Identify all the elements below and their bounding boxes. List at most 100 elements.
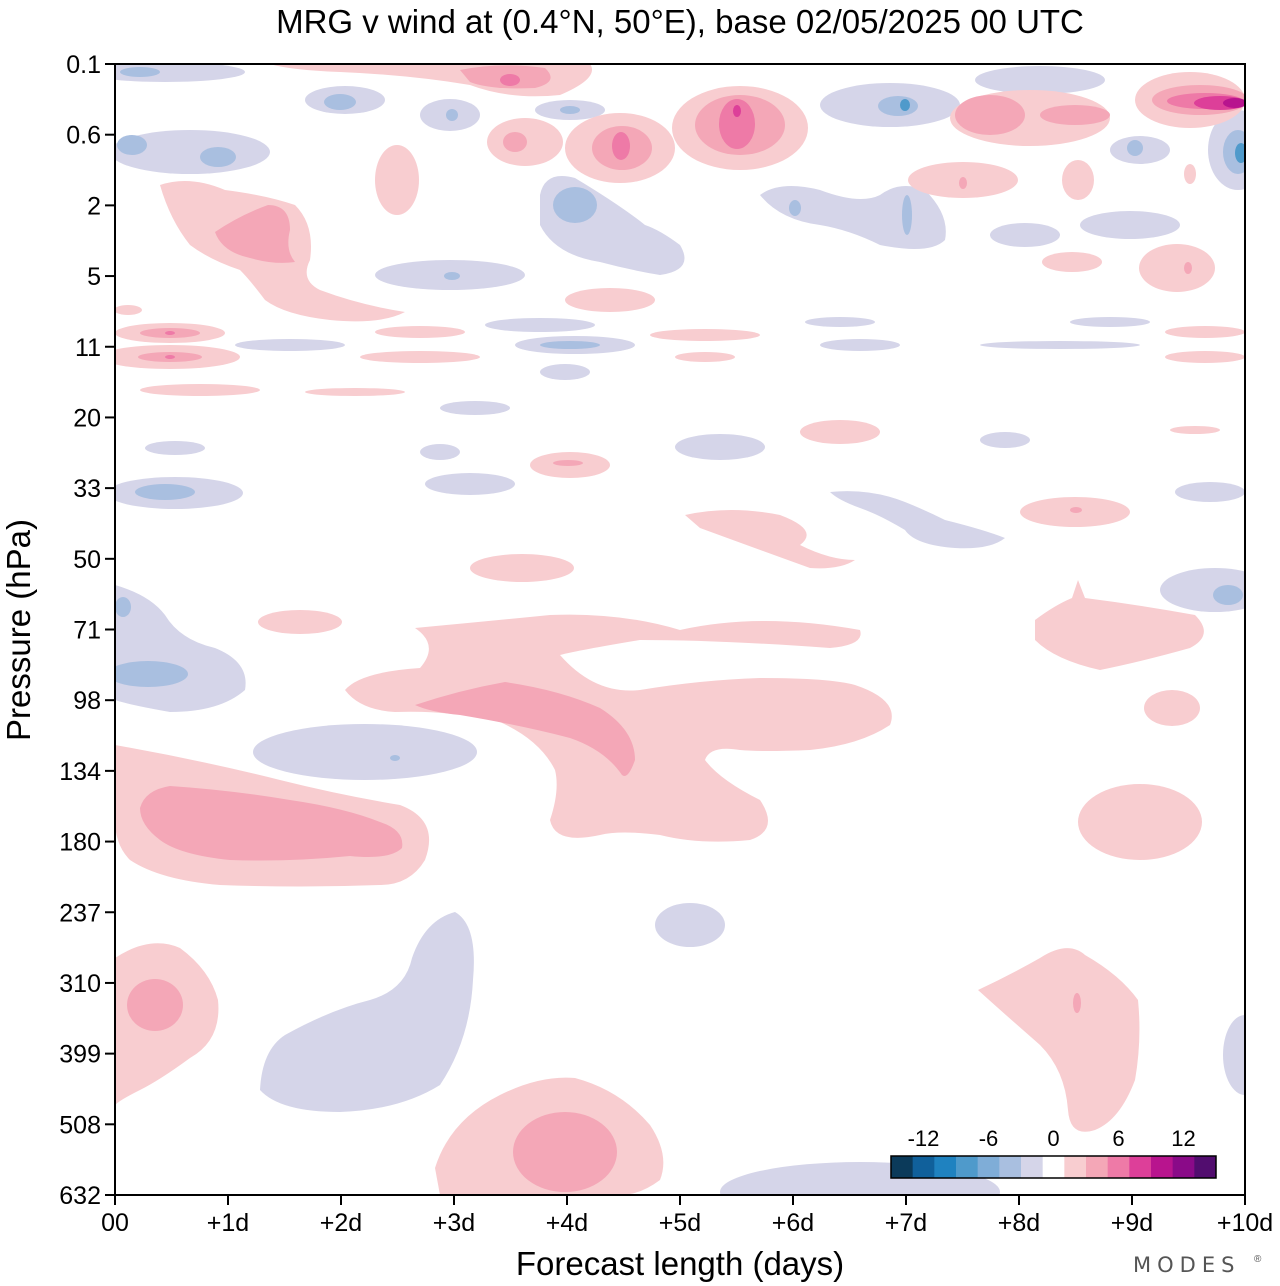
- neg-area: [260, 912, 474, 1112]
- x-axis: 00 +1d +2d +3d +4d +5d +6d +7d +8d +9d +10d: [101, 1195, 1273, 1237]
- y-tick-label: 0.1: [66, 51, 101, 79]
- neg-area: [975, 66, 1105, 94]
- pos-core: [140, 786, 403, 861]
- neg-core: [1127, 140, 1143, 156]
- negative-regions-dark: [900, 99, 1245, 163]
- y-tick-label: 134: [59, 758, 101, 786]
- neg-area: [830, 491, 1005, 549]
- pos-area: [1078, 784, 1202, 860]
- pos-area: [375, 145, 419, 215]
- neg-core: [553, 187, 597, 223]
- neg-area: [425, 473, 515, 495]
- neg-core: [117, 135, 147, 155]
- pos-core: [955, 95, 1025, 135]
- pos-core: [1070, 507, 1082, 513]
- neg-area: [1160, 568, 1245, 612]
- neg-area: [1080, 211, 1180, 239]
- x-tick-label: +9d: [1111, 1209, 1153, 1237]
- y-tick-label: 33: [73, 475, 101, 503]
- neg-core: [324, 94, 356, 110]
- neg-core: [560, 106, 580, 114]
- neg-core: [540, 341, 600, 349]
- neg-core: [1223, 130, 1245, 174]
- neg-area: [145, 441, 205, 455]
- neg-core: [902, 195, 912, 235]
- y-tick-label: 399: [59, 1041, 101, 1069]
- y-axis-title: Pressure (hPa): [0, 519, 37, 741]
- brand-registered-mark: ®: [1254, 1254, 1262, 1265]
- pos-core: [959, 177, 967, 189]
- neg-core: [1213, 585, 1243, 605]
- y-tick-label: 20: [73, 404, 101, 432]
- positive-regions-strong: [165, 74, 1243, 359]
- neg-area: [990, 223, 1060, 247]
- pos-area: [800, 420, 880, 444]
- neg-area: [1070, 317, 1150, 327]
- neg-area: [980, 432, 1030, 448]
- pos-core: [513, 1112, 617, 1192]
- pos-peak: [165, 331, 175, 335]
- pos-area: [978, 948, 1140, 1132]
- pos-core: [127, 979, 183, 1031]
- pos-peak: [1223, 98, 1245, 108]
- neg-area: [235, 339, 345, 351]
- neg-area: [420, 444, 460, 460]
- neg-core: [444, 272, 460, 280]
- negative-regions-medium: [115, 67, 1245, 761]
- neg-area: [805, 317, 875, 327]
- y-tick-label: 632: [59, 1182, 101, 1210]
- pos-area: [115, 305, 142, 315]
- pos-area: [1184, 164, 1196, 184]
- neg-area: [1223, 1015, 1245, 1095]
- colorbar-swatch: [934, 1156, 957, 1178]
- x-axis-title: Forecast length (days): [516, 1245, 844, 1282]
- chart-title: MRG v wind at (0.4°N, 50°E), base 02/05/…: [276, 3, 1084, 40]
- neg-area: [980, 341, 1140, 349]
- x-tick-label: +1d: [207, 1209, 249, 1237]
- colorbar-legend: -12 -6 0 6 12: [890, 1126, 1217, 1179]
- neg-area: [540, 364, 590, 380]
- x-tick-label: +7d: [885, 1209, 927, 1237]
- colorbar-swatch: [1042, 1156, 1065, 1178]
- pos-peak: [500, 74, 520, 86]
- y-tick-label: 11: [75, 334, 101, 362]
- colorbar-swatch: [1064, 1156, 1087, 1178]
- colorbar-swatch: [912, 1156, 935, 1178]
- contour-field: [115, 64, 1245, 1195]
- colorbar-swatch: [1172, 1156, 1195, 1178]
- neg-area: [760, 186, 946, 249]
- neg-core: [115, 661, 188, 687]
- x-tick-label: +5d: [659, 1209, 701, 1237]
- colorbar-swatch: [1107, 1156, 1130, 1178]
- colorbar-swatch: [1086, 1156, 1109, 1178]
- colorbar-tick-label: 6: [1112, 1126, 1124, 1151]
- colorbar-swatch: [1021, 1156, 1044, 1178]
- y-tick-label: 50: [73, 546, 101, 574]
- y-tick-label: 310: [59, 970, 101, 998]
- colorbar-swatch: [956, 1156, 979, 1178]
- pos-core: [553, 460, 583, 466]
- colorbar-swatch: [977, 1156, 1000, 1178]
- x-tick-label: +2d: [320, 1209, 362, 1237]
- pos-area: [650, 329, 760, 341]
- colorbar-swatch: [999, 1156, 1022, 1178]
- colorbar-swatch: [891, 1156, 914, 1178]
- y-tick-label: 237: [59, 899, 101, 927]
- pos-core: [415, 682, 635, 776]
- neg-peak: [1235, 143, 1245, 163]
- x-tick-label: +10d: [1217, 1209, 1273, 1237]
- pos-peak: [612, 132, 630, 160]
- positive-regions-medium: [127, 65, 1245, 1192]
- pos-area: [470, 554, 574, 582]
- neg-area: [253, 724, 477, 780]
- pos-area: [675, 352, 735, 362]
- y-tick-label: 98: [73, 687, 101, 715]
- y-tick-label: 5: [87, 263, 101, 291]
- pos-area: [1170, 426, 1220, 434]
- neg-peak: [900, 99, 910, 111]
- neg-area: [655, 903, 725, 947]
- neg-area: [820, 339, 900, 351]
- neg-area: [1175, 482, 1245, 502]
- positive-regions-max: [1223, 98, 1245, 108]
